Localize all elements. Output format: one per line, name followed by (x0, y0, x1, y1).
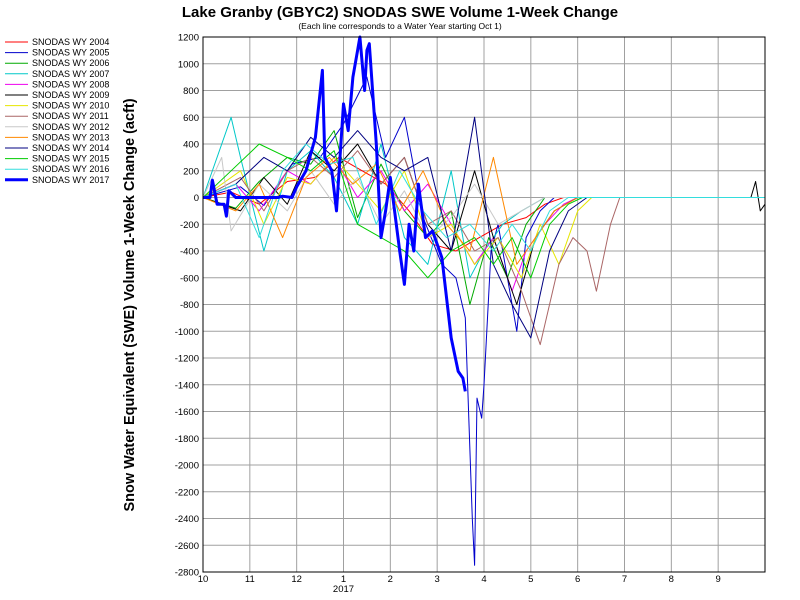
y-tick-label: 200 (183, 166, 199, 177)
y-axis-label: Snow Water Equivalent (SWE) Volume 1-Wee… (122, 98, 138, 511)
y-tick-label: 600 (183, 113, 199, 124)
y-tick-label: -1000 (175, 327, 199, 338)
x-tick-label: 12 (291, 574, 302, 585)
legend-entry: SNODAS WY 2007 (32, 69, 109, 79)
legend-entry: SNODAS WY 2017 (32, 175, 109, 185)
x-tick-label: 5 (528, 574, 533, 585)
legend-entry: SNODAS WY 2008 (32, 79, 109, 89)
plot-area (202, 36, 766, 573)
x-tick-label: 6 (575, 574, 580, 585)
legend-entry: SNODAS WY 2015 (32, 154, 109, 164)
y-tick-label: -200 (180, 220, 199, 231)
y-tick-label: -2800 (175, 568, 199, 579)
y-tick-label: -2000 (175, 461, 199, 472)
series-line-11 (202, 116, 765, 339)
legend-entry: SNODAS WY 2014 (32, 143, 109, 153)
y-tick-label: -800 (180, 300, 199, 311)
x-tick-label: 10 (198, 574, 209, 585)
legend-entry: SNODAS WY 2006 (32, 58, 109, 68)
x-tick-label: 8 (669, 574, 674, 585)
y-tick-label: 1000 (178, 59, 199, 70)
y-tick-label: 0 (194, 193, 199, 204)
y-tick-label: -600 (180, 273, 199, 284)
chart-subtitle: (Each line corresponds to a Water Year s… (298, 21, 501, 31)
x-tick-label: 3 (435, 574, 440, 585)
y-tick-label: -1600 (175, 407, 199, 418)
series-line-14 (203, 35, 467, 392)
y-tick-label: -2600 (175, 541, 199, 552)
y-tick-label: -1800 (175, 434, 199, 445)
x-tick-label: 11 (245, 574, 255, 585)
y-tick-label: -2400 (175, 514, 199, 525)
legend-entry: SNODAS WY 2010 (32, 101, 109, 111)
chart-title: Lake Granby (GBYC2) SNODAS SWE Volume 1-… (182, 4, 618, 21)
legend-entry: SNODAS WY 2012 (32, 122, 109, 132)
series-line-12 (202, 143, 765, 279)
x-tick-label: 4 (481, 574, 486, 585)
x-tick-label: 7 (622, 574, 627, 585)
legend-entry: SNODAS WY 2011 (32, 111, 109, 121)
legend-entry: SNODAS WY 2016 (32, 164, 109, 174)
y-tick-label: 800 (183, 86, 199, 97)
y-tick-label: 400 (183, 140, 199, 151)
legend-entry: SNODAS WY 2004 (32, 37, 109, 47)
x-tick-label: 9 (716, 574, 721, 585)
x-tick-label: 2 (388, 574, 393, 585)
legend-entry: SNODAS WY 2013 (32, 132, 109, 142)
legend-entry: SNODAS WY 2009 (32, 90, 109, 100)
y-tick-label: -400 (180, 247, 199, 258)
y-tick-label: -1400 (175, 380, 199, 391)
series-lines (202, 35, 766, 566)
legend-entry: SNODAS WY 2005 (32, 48, 109, 58)
series-line-13 (202, 143, 765, 252)
y-axis: 1200 1000 800 600 400 200 0 -200 -400 -600 -800 -10… (175, 33, 199, 579)
y-tick-label: -1200 (175, 354, 199, 365)
y-tick-label: 1200 (178, 33, 199, 44)
grid-lines (202, 36, 765, 573)
x-year-label: 2017 (333, 584, 354, 595)
x-tick-label: 1 (341, 574, 346, 585)
y-tick-label: -2200 (175, 487, 199, 498)
